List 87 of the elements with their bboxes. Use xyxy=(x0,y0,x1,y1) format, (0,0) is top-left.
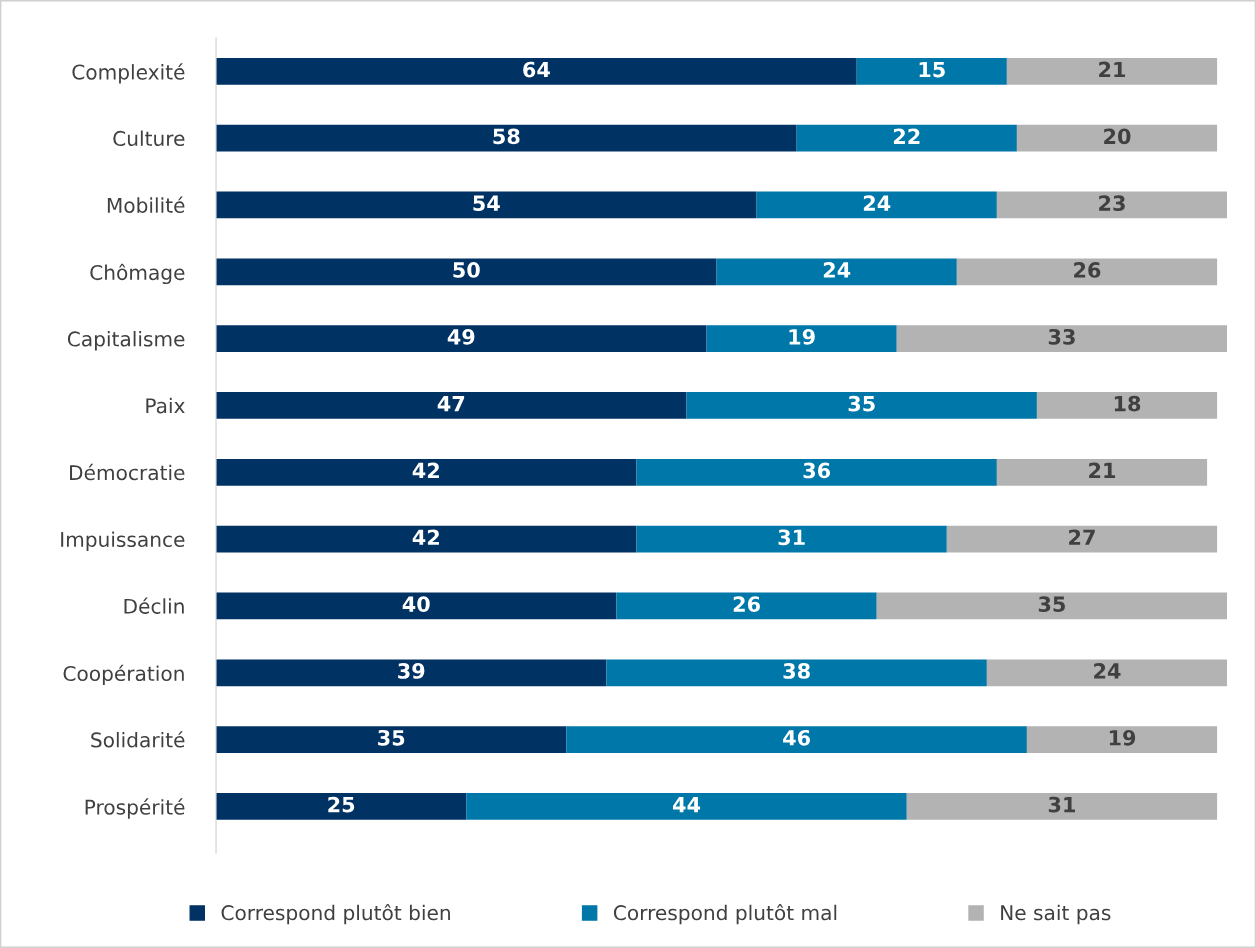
bar xyxy=(956,258,1218,286)
data-label: 44 xyxy=(672,796,701,813)
bar xyxy=(856,57,1007,85)
data-label: 21 xyxy=(1089,462,1116,479)
y-tick-label: Impuissance xyxy=(61,531,185,551)
legend-label: Ne sait pas xyxy=(1001,904,1111,925)
data-label: 24 xyxy=(863,195,891,211)
data-label: 33 xyxy=(1048,328,1075,345)
data-label: 31 xyxy=(1048,796,1075,813)
bar xyxy=(996,191,1228,219)
data-label: 38 xyxy=(783,663,810,679)
data-label: 27 xyxy=(1069,529,1095,545)
data-label: 26 xyxy=(1074,262,1101,278)
bar xyxy=(996,458,1208,486)
data-label: 42 xyxy=(412,462,439,479)
bar xyxy=(216,191,757,219)
bar xyxy=(1026,726,1218,753)
legend-label: Correspond plutôt bien xyxy=(221,903,450,925)
data-label: 18 xyxy=(1114,395,1141,412)
data-label: 54 xyxy=(473,195,500,212)
bar xyxy=(756,191,997,219)
bar xyxy=(616,592,877,620)
bar xyxy=(796,124,1017,152)
data-label: 15 xyxy=(919,61,945,78)
data-label: 46 xyxy=(783,729,811,746)
data-label: 22 xyxy=(893,128,920,144)
legend-label: Correspond plutôt mal xyxy=(613,903,837,925)
y-tick-label: Déclin xyxy=(124,597,184,614)
bar xyxy=(1036,392,1218,419)
data-label: 23 xyxy=(1099,195,1125,212)
bar xyxy=(906,793,1218,820)
bar xyxy=(216,57,857,85)
data-label: 35 xyxy=(378,729,405,746)
data-label: 31 xyxy=(778,529,805,546)
bar xyxy=(606,659,987,687)
bar xyxy=(216,793,467,820)
bar xyxy=(216,124,797,152)
bar xyxy=(636,458,997,486)
data-label: 64 xyxy=(523,61,550,78)
y-tick-label: Prospérité xyxy=(85,798,185,819)
bar xyxy=(216,592,617,620)
y-tick-label: Coopération xyxy=(63,664,184,686)
bar xyxy=(216,659,607,687)
data-label: 19 xyxy=(789,328,815,345)
bar xyxy=(876,592,1228,620)
bar xyxy=(986,659,1228,687)
y-tick-label: Solidarité xyxy=(91,731,185,748)
y-tick-label: Culture xyxy=(113,130,185,147)
y-tick-label: Paix xyxy=(146,397,185,414)
bar xyxy=(716,258,957,286)
data-label: 35 xyxy=(1038,596,1065,612)
data-label: 24 xyxy=(1094,663,1121,679)
data-label: 35 xyxy=(848,395,875,412)
bar xyxy=(686,392,1037,419)
data-label: 25 xyxy=(328,796,355,813)
y-tick-label: Mobilité xyxy=(107,196,185,213)
data-label: 49 xyxy=(447,328,475,345)
data-label: 24 xyxy=(823,262,851,278)
data-label: 39 xyxy=(398,663,425,679)
bar xyxy=(466,793,907,820)
bar xyxy=(216,726,567,753)
y-tick-label: Capitalisme xyxy=(67,330,185,351)
data-label: 20 xyxy=(1104,128,1131,145)
data-label: 50 xyxy=(453,262,480,278)
bar xyxy=(706,325,897,352)
data-label: 36 xyxy=(803,462,831,479)
y-tick-label: Chômage xyxy=(90,263,185,285)
bar xyxy=(216,258,717,286)
bar xyxy=(1016,124,1218,152)
data-label: 21 xyxy=(1099,61,1126,78)
data-label: 42 xyxy=(412,529,439,545)
y-tick-label: Complexité xyxy=(72,63,185,84)
bar xyxy=(896,325,1228,352)
bar xyxy=(216,392,687,419)
bar xyxy=(216,525,637,553)
data-label: 47 xyxy=(437,396,465,412)
data-label: 19 xyxy=(1109,729,1136,746)
bar xyxy=(1006,57,1218,85)
bar xyxy=(566,726,1027,753)
bar xyxy=(216,458,637,486)
bar xyxy=(636,525,947,553)
data-label: 26 xyxy=(733,596,760,612)
data-label: 58 xyxy=(493,128,520,145)
bar xyxy=(946,525,1218,553)
bar xyxy=(216,325,707,352)
y-tick-label: Démocratie xyxy=(70,463,185,481)
data-label: 40 xyxy=(402,596,430,612)
